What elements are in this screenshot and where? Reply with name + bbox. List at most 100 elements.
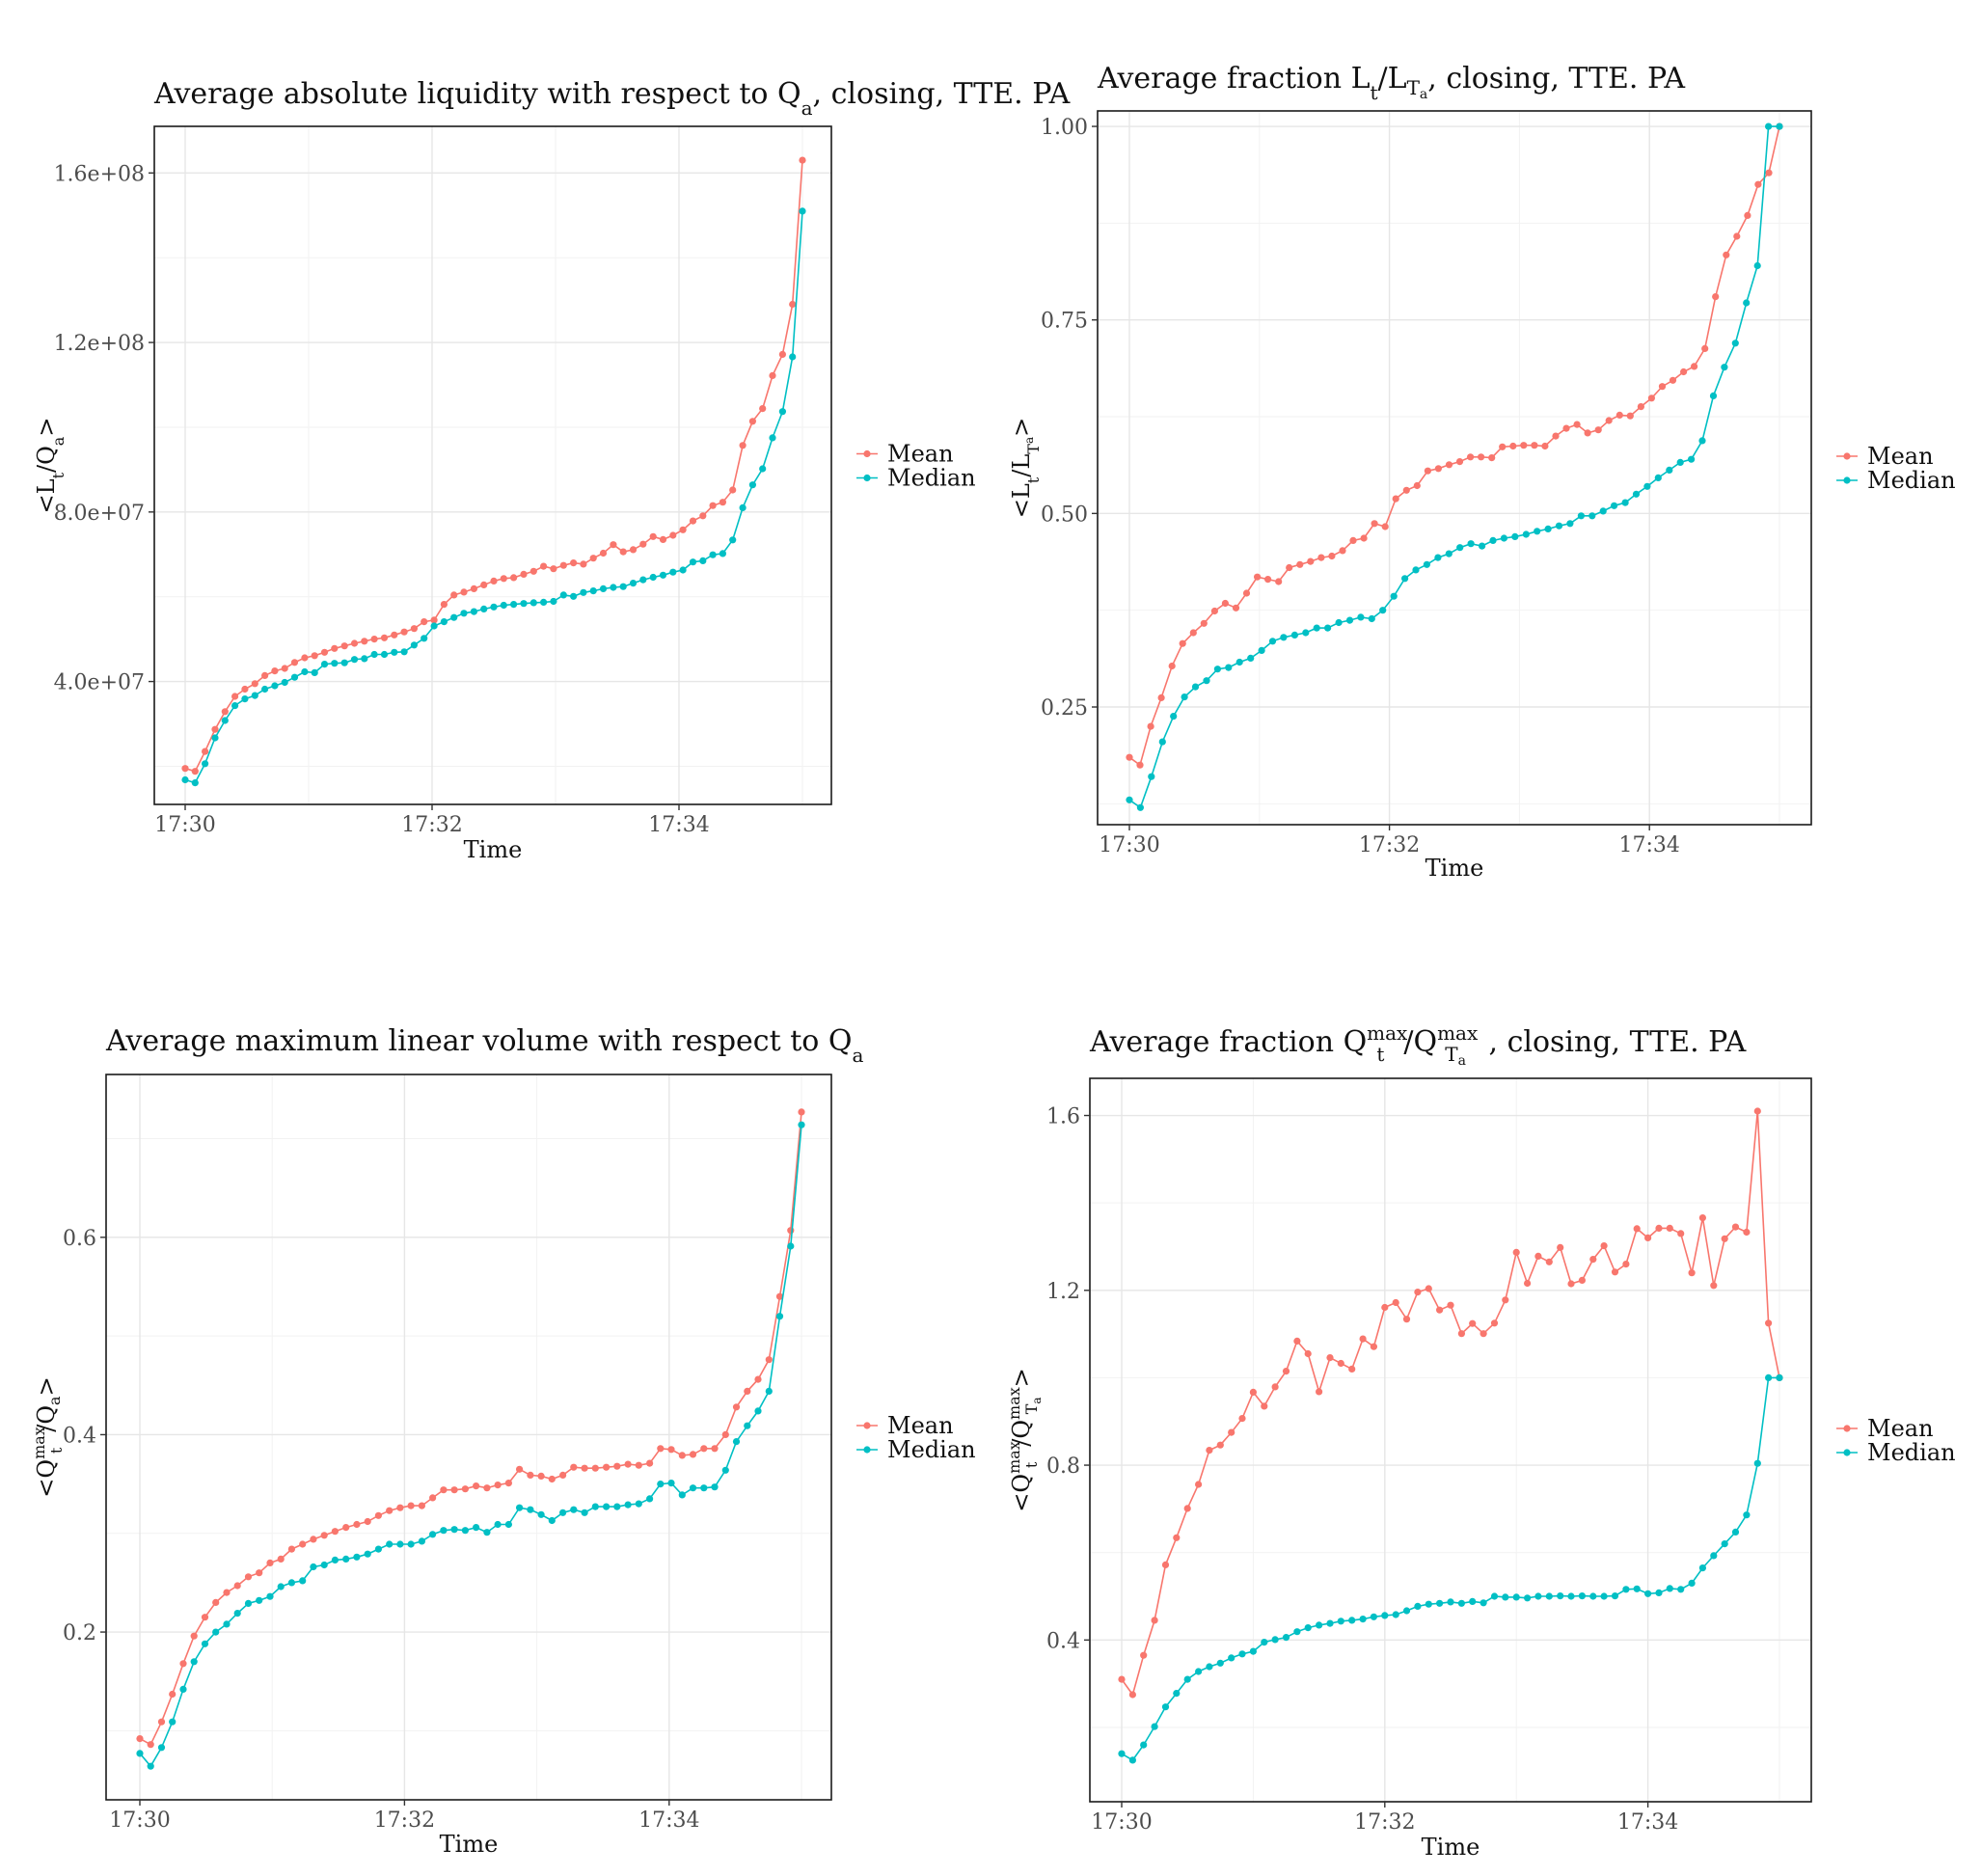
data-point-median bbox=[361, 655, 368, 663]
data-point-mean bbox=[1545, 1258, 1553, 1265]
data-point-median bbox=[440, 618, 448, 626]
data-point-median bbox=[765, 1387, 773, 1395]
data-point-median bbox=[1577, 512, 1585, 520]
data-point-mean bbox=[450, 591, 458, 599]
data-point-mean bbox=[1754, 180, 1762, 188]
data-point-mean bbox=[744, 1387, 751, 1395]
data-point-mean bbox=[1436, 1306, 1444, 1314]
data-point-median bbox=[689, 1484, 697, 1492]
data-point-mean bbox=[353, 1520, 361, 1529]
data-point-mean bbox=[581, 1464, 588, 1472]
data-point-median bbox=[739, 503, 747, 512]
data-point-median bbox=[1511, 532, 1519, 541]
y-label-sup: max bbox=[30, 1427, 48, 1459]
data-point-mean bbox=[320, 1532, 328, 1539]
x-axis-label: Time bbox=[1422, 1834, 1480, 1861]
data-point-mean bbox=[271, 667, 279, 675]
data-point-mean bbox=[429, 1494, 437, 1502]
data-point-mean bbox=[591, 1464, 599, 1472]
data-point-mean bbox=[1317, 554, 1325, 561]
y-label-part: > bbox=[33, 418, 60, 437]
data-point-mean bbox=[1151, 1617, 1158, 1624]
data-point-median bbox=[1544, 525, 1552, 533]
data-point-median bbox=[1688, 455, 1696, 463]
data-point-median bbox=[271, 682, 279, 690]
data-point-mean bbox=[709, 502, 717, 509]
data-point-mean bbox=[342, 1524, 350, 1532]
data-point-median bbox=[1247, 654, 1255, 663]
y-axis-label: <Qmaxt/Qa> bbox=[30, 1376, 66, 1497]
data-point-median bbox=[504, 1520, 513, 1529]
y-label-sub: a bbox=[45, 1396, 64, 1405]
data-point-mean bbox=[1392, 1298, 1399, 1307]
data-point-mean bbox=[624, 1460, 632, 1468]
y-label-sub: a bbox=[1030, 1397, 1044, 1403]
data-point-mean bbox=[1424, 467, 1431, 475]
data-point-median bbox=[1261, 1639, 1268, 1646]
y-tick-label: 1.6 bbox=[1046, 1105, 1080, 1129]
data-point-mean bbox=[1499, 443, 1507, 450]
data-point-mean bbox=[430, 616, 438, 624]
data-point-median bbox=[1170, 713, 1178, 720]
data-point-mean bbox=[1658, 383, 1667, 391]
data-point-median bbox=[1213, 666, 1221, 673]
data-point-mean bbox=[619, 548, 627, 556]
data-point-mean bbox=[266, 1559, 274, 1566]
data-point-median bbox=[1290, 631, 1298, 639]
legend-item-median: Median bbox=[856, 1436, 976, 1463]
data-point-mean bbox=[1195, 1481, 1203, 1488]
data-point-mean bbox=[1173, 1534, 1181, 1541]
y-label-part: <L bbox=[1008, 483, 1035, 518]
data-point-mean bbox=[570, 1463, 578, 1471]
data-point-median bbox=[1600, 1592, 1608, 1600]
data-point-mean bbox=[400, 628, 408, 636]
data-point-mean bbox=[739, 442, 747, 449]
data-point-mean bbox=[241, 685, 249, 693]
title-text: Average fraction L bbox=[1097, 62, 1371, 95]
data-point-mean bbox=[483, 1484, 491, 1492]
data-point-median bbox=[799, 207, 806, 215]
data-point-median bbox=[483, 1529, 491, 1536]
data-point-median bbox=[241, 695, 249, 703]
x-axis-label: Time bbox=[1425, 855, 1484, 882]
data-point-mean bbox=[191, 768, 199, 775]
data-point-median bbox=[1195, 1668, 1203, 1675]
data-point-median bbox=[1228, 1654, 1235, 1662]
data-point-mean bbox=[1733, 232, 1741, 240]
data-point-median bbox=[320, 661, 329, 668]
legend-label: Median bbox=[1867, 1439, 1956, 1466]
data-point-median bbox=[1282, 1634, 1290, 1642]
data-point-median bbox=[1567, 1592, 1575, 1600]
data-point-median bbox=[410, 641, 418, 649]
data-point-mean bbox=[169, 1690, 176, 1699]
data-point-mean bbox=[407, 1502, 415, 1509]
data-point-median bbox=[1666, 466, 1673, 474]
data-point-mean bbox=[667, 1446, 675, 1454]
data-point-median bbox=[1500, 534, 1507, 542]
legend-key-point bbox=[1843, 1449, 1851, 1456]
data-point-mean bbox=[418, 1502, 425, 1509]
data-point-mean bbox=[301, 654, 309, 662]
data-point-mean bbox=[231, 693, 239, 700]
data-point-median bbox=[1467, 540, 1475, 548]
data-point-mean bbox=[1183, 1505, 1191, 1512]
y-tick-label: 0.2 bbox=[63, 1621, 96, 1645]
data-point-median bbox=[256, 1596, 263, 1604]
legend-key-point bbox=[863, 474, 871, 482]
data-point-mean bbox=[1414, 1289, 1422, 1296]
data-point-median bbox=[1688, 1579, 1696, 1587]
data-point-median bbox=[540, 598, 548, 607]
data-point-mean bbox=[1316, 1388, 1323, 1396]
data-point-mean bbox=[1710, 1282, 1718, 1290]
data-point-mean bbox=[1712, 293, 1720, 301]
data-point-median bbox=[1414, 1602, 1422, 1610]
data-point-mean bbox=[689, 517, 697, 525]
data-point-median bbox=[1753, 1459, 1761, 1467]
data-point-mean bbox=[1637, 403, 1644, 411]
data-point-median bbox=[711, 1483, 719, 1491]
data-point-mean bbox=[1293, 1337, 1301, 1345]
data-point-median bbox=[1588, 512, 1596, 520]
data-point-median bbox=[1238, 1650, 1246, 1658]
data-point-median bbox=[290, 673, 299, 681]
data-point-median bbox=[669, 568, 677, 576]
